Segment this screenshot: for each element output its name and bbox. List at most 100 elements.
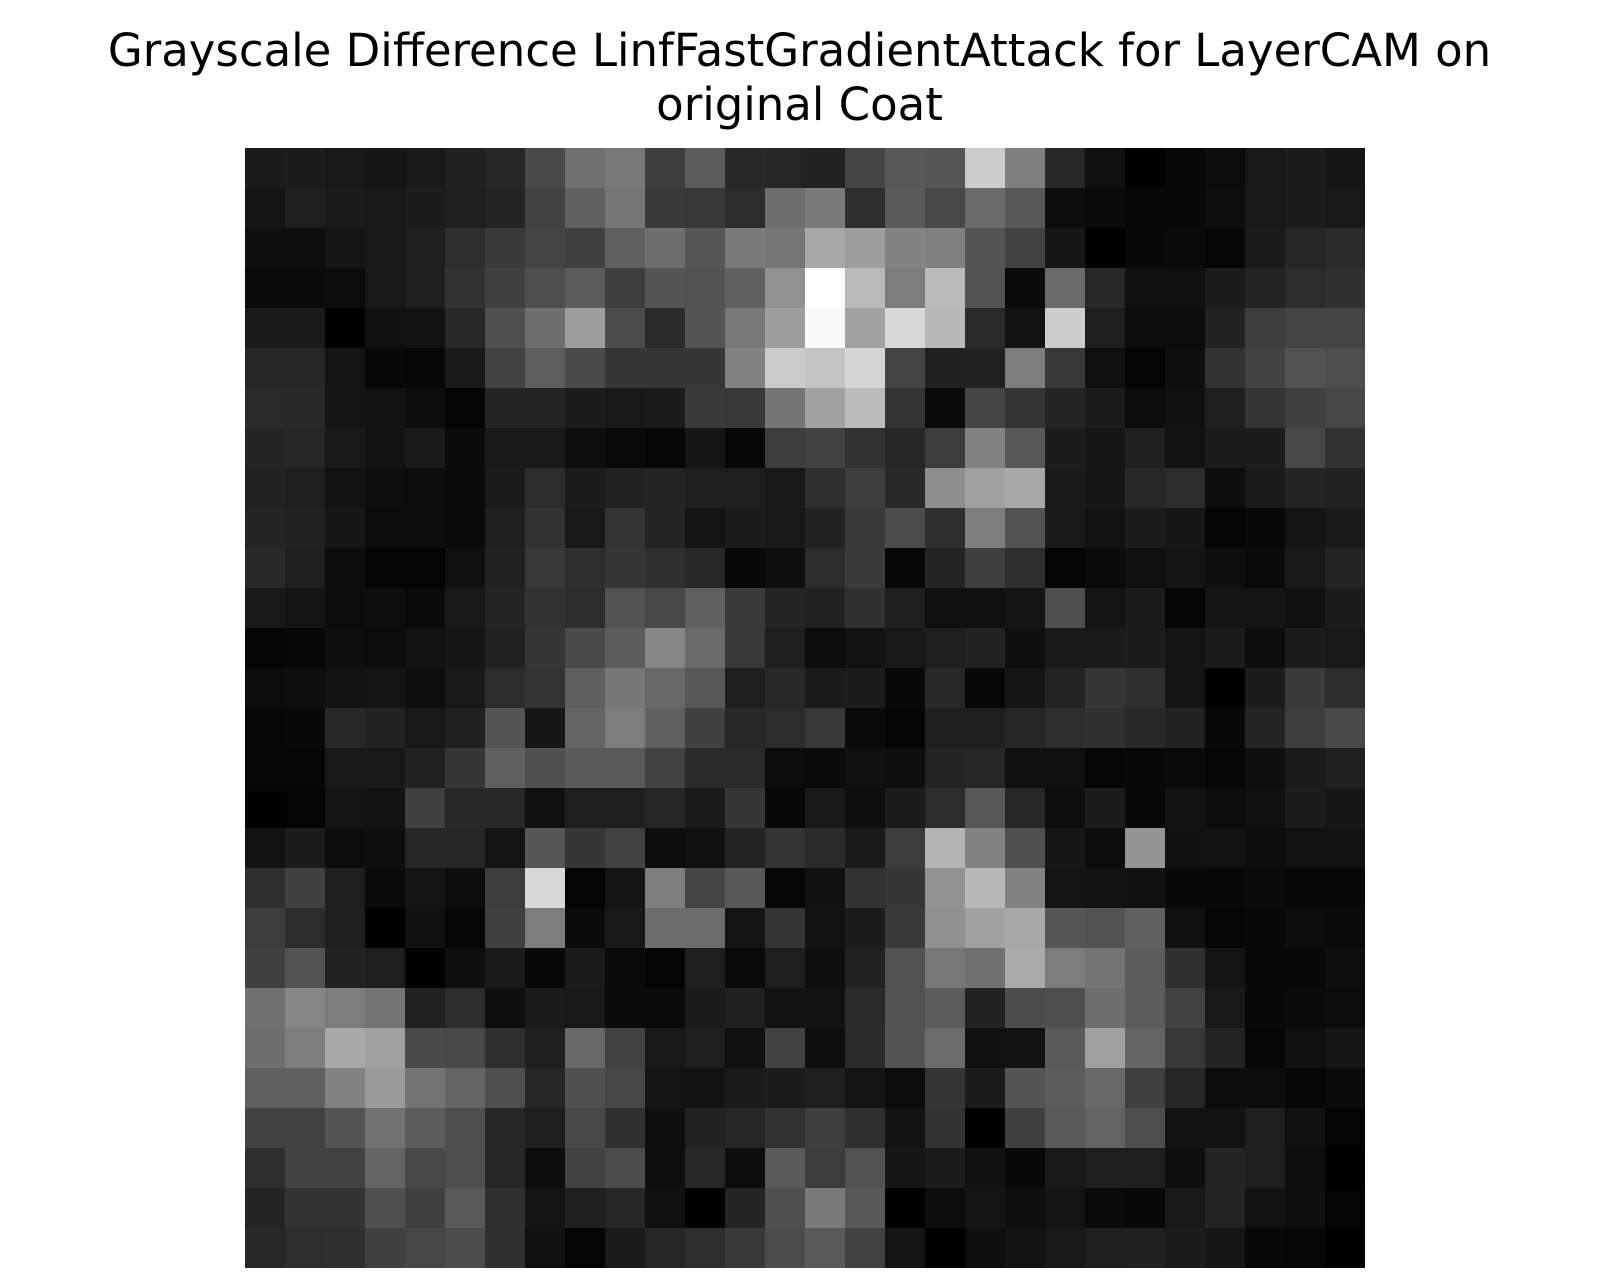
- heatmap-cell-r19-c15: [845, 908, 885, 948]
- heatmap-cell-r20-c26: [1285, 948, 1325, 988]
- heatmap-cell-r25-c16: [885, 1148, 925, 1188]
- heatmap-cell-r22-c16: [885, 1028, 925, 1068]
- heatmap-cell-r8-c5: [445, 468, 485, 508]
- heatmap-cell-r8-c25: [1245, 468, 1285, 508]
- heatmap-cell-r26-c10: [645, 1188, 685, 1228]
- heatmap-cell-r14-c16: [885, 708, 925, 748]
- heatmap-cell-r1-c2: [325, 188, 365, 228]
- heatmap-cell-r10-c21: [1085, 548, 1125, 588]
- heatmap-cell-r10-c10: [645, 548, 685, 588]
- heatmap-cell-r25-c3: [365, 1148, 405, 1188]
- heatmap-cell-r9-c2: [325, 508, 365, 548]
- heatmap-cell-r3-c17: [925, 268, 965, 308]
- heatmap-cell-r18-c15: [845, 868, 885, 908]
- heatmap-cell-r17-c12: [725, 828, 765, 868]
- heatmap-cell-r16-c0: [245, 788, 285, 828]
- chart-title-line-2: original Coat: [656, 78, 943, 131]
- heatmap-cell-r17-c22: [1125, 828, 1165, 868]
- heatmap-cell-r17-c2: [325, 828, 365, 868]
- heatmap-cell-r17-c6: [485, 828, 525, 868]
- heatmap-cell-r0-c13: [765, 148, 805, 188]
- heatmap-cell-r20-c14: [805, 948, 845, 988]
- heatmap-cell-r7-c16: [885, 428, 925, 468]
- heatmap-cell-r0-c7: [525, 148, 565, 188]
- heatmap-cell-r16-c18: [965, 788, 1005, 828]
- heatmap-cell-r27-c20: [1045, 1228, 1085, 1268]
- heatmap-cell-r24-c14: [805, 1108, 845, 1148]
- heatmap-cell-r8-c23: [1165, 468, 1205, 508]
- heatmap-cell-r15-c9: [605, 748, 645, 788]
- heatmap-cell-r17-c17: [925, 828, 965, 868]
- heatmap-cell-r23-c3: [365, 1068, 405, 1108]
- heatmap-cell-r22-c19: [1005, 1028, 1045, 1068]
- heatmap-cell-r7-c1: [285, 428, 325, 468]
- heatmap-cell-r16-c21: [1085, 788, 1125, 828]
- heatmap-cell-r18-c26: [1285, 868, 1325, 908]
- heatmap-cell-r6-c26: [1285, 388, 1325, 428]
- heatmap-cell-r8-c18: [965, 468, 1005, 508]
- heatmap-cell-r11-c13: [765, 588, 805, 628]
- heatmap-cell-r5-c9: [605, 348, 645, 388]
- heatmap-cell-r19-c4: [405, 908, 445, 948]
- heatmap-cell-r7-c2: [325, 428, 365, 468]
- heatmap-cell-r6-c24: [1205, 388, 1245, 428]
- heatmap-cell-r25-c6: [485, 1148, 525, 1188]
- heatmap-cell-r9-c11: [685, 508, 725, 548]
- heatmap-cell-r11-c14: [805, 588, 845, 628]
- heatmap-cell-r9-c13: [765, 508, 805, 548]
- heatmap-cell-r6-c10: [645, 388, 685, 428]
- heatmap-cell-r1-c15: [845, 188, 885, 228]
- heatmap-cell-r16-c8: [565, 788, 605, 828]
- heatmap-cell-r2-c5: [445, 228, 485, 268]
- heatmap-cell-r4-c23: [1165, 308, 1205, 348]
- heatmap-cell-r1-c4: [405, 188, 445, 228]
- heatmap-cell-r2-c7: [525, 228, 565, 268]
- heatmap-cell-r2-c2: [325, 228, 365, 268]
- heatmap-cell-r21-c11: [685, 988, 725, 1028]
- heatmap-cell-r13-c26: [1285, 668, 1325, 708]
- heatmap-cell-r24-c27: [1325, 1108, 1365, 1148]
- heatmap-cell-r14-c22: [1125, 708, 1165, 748]
- heatmap-cell-r7-c18: [965, 428, 1005, 468]
- heatmap-cell-r12-c2: [325, 628, 365, 668]
- heatmap-cell-r16-c11: [685, 788, 725, 828]
- heatmap-cell-r19-c17: [925, 908, 965, 948]
- heatmap-cell-r17-c7: [525, 828, 565, 868]
- heatmap-cell-r16-c1: [285, 788, 325, 828]
- heatmap-cell-r4-c4: [405, 308, 445, 348]
- heatmap-cell-r7-c15: [845, 428, 885, 468]
- heatmap-cell-r17-c23: [1165, 828, 1205, 868]
- heatmap-cell-r24-c9: [605, 1108, 645, 1148]
- heatmap-cell-r8-c14: [805, 468, 845, 508]
- heatmap-cell-r19-c21: [1085, 908, 1125, 948]
- heatmap-cell-r3-c22: [1125, 268, 1165, 308]
- heatmap-cell-r10-c1: [285, 548, 325, 588]
- heatmap-cell-r21-c25: [1245, 988, 1285, 1028]
- heatmap-cell-r12-c19: [1005, 628, 1045, 668]
- heatmap-cell-r13-c16: [885, 668, 925, 708]
- heatmap-cell-r10-c9: [605, 548, 645, 588]
- heatmap-cell-r25-c26: [1285, 1148, 1325, 1188]
- heatmap-cell-r9-c27: [1325, 508, 1365, 548]
- heatmap-cell-r19-c6: [485, 908, 525, 948]
- heatmap-cell-r14-c1: [285, 708, 325, 748]
- heatmap-cell-r1-c19: [1005, 188, 1045, 228]
- heatmap-cell-r1-c8: [565, 188, 605, 228]
- heatmap-cell-r10-c8: [565, 548, 605, 588]
- heatmap-cell-r5-c0: [245, 348, 285, 388]
- heatmap-cell-r2-c4: [405, 228, 445, 268]
- heatmap-cell-r21-c18: [965, 988, 1005, 1028]
- heatmap-cell-r23-c7: [525, 1068, 565, 1108]
- heatmap-cell-r5-c16: [885, 348, 925, 388]
- heatmap-cell-r17-c27: [1325, 828, 1365, 868]
- heatmap-cell-r21-c9: [605, 988, 645, 1028]
- heatmap-cell-r8-c2: [325, 468, 365, 508]
- heatmap-cell-r9-c0: [245, 508, 285, 548]
- heatmap-cell-r17-c1: [285, 828, 325, 868]
- heatmap-cell-r14-c25: [1245, 708, 1285, 748]
- heatmap-cell-r23-c13: [765, 1068, 805, 1108]
- heatmap-cell-r2-c22: [1125, 228, 1165, 268]
- heatmap-cell-r21-c23: [1165, 988, 1205, 1028]
- chart-title-line-1: Grayscale Difference LinfFastGradientAtt…: [107, 24, 1492, 77]
- heatmap-cell-r21-c19: [1005, 988, 1045, 1028]
